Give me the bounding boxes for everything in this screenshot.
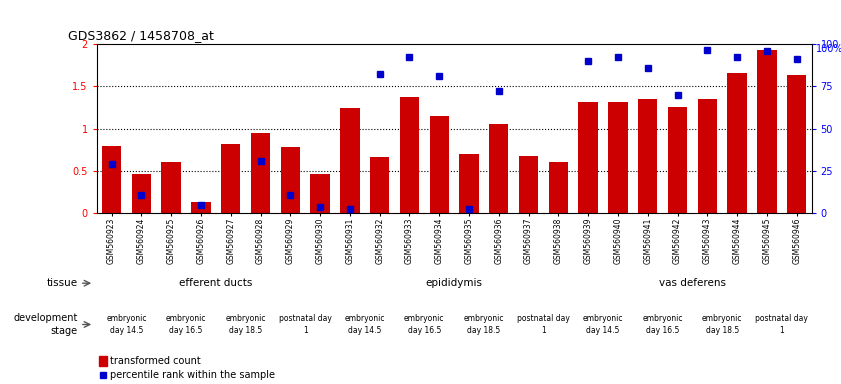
- Bar: [459, 154, 479, 213]
- Bar: [132, 174, 151, 213]
- Bar: [608, 102, 627, 213]
- Bar: [102, 146, 121, 213]
- Text: epididymis: epididymis: [426, 278, 483, 288]
- Text: GDS3862 / 1458708_at: GDS3862 / 1458708_at: [67, 28, 214, 41]
- Text: 100%: 100%: [816, 44, 841, 54]
- Bar: [698, 99, 717, 213]
- Text: transformed count: transformed count: [110, 356, 201, 366]
- Bar: [310, 174, 330, 213]
- Text: embryonic
day 16.5: embryonic day 16.5: [405, 314, 445, 334]
- Text: embryonic
day 16.5: embryonic day 16.5: [166, 314, 206, 334]
- Bar: [787, 74, 807, 213]
- Text: efferent ducts: efferent ducts: [179, 278, 252, 288]
- Text: embryonic
day 16.5: embryonic day 16.5: [643, 314, 683, 334]
- Bar: [579, 102, 598, 213]
- Bar: [548, 162, 568, 213]
- Bar: [221, 144, 241, 213]
- Bar: [519, 156, 538, 213]
- Bar: [727, 73, 747, 213]
- Text: vas deferens: vas deferens: [659, 278, 726, 288]
- Text: postnatal day
1: postnatal day 1: [517, 314, 570, 334]
- Text: embryonic
day 14.5: embryonic day 14.5: [583, 314, 623, 334]
- Bar: [638, 99, 658, 213]
- Bar: [341, 108, 360, 213]
- Text: postnatal day
1: postnatal day 1: [755, 314, 808, 334]
- Text: embryonic
day 14.5: embryonic day 14.5: [106, 314, 146, 334]
- Bar: [757, 50, 776, 213]
- Bar: [281, 147, 300, 213]
- Bar: [489, 124, 509, 213]
- Text: percentile rank within the sample: percentile rank within the sample: [110, 370, 275, 380]
- Text: tissue: tissue: [47, 278, 78, 288]
- Text: embryonic
day 18.5: embryonic day 18.5: [225, 314, 266, 334]
- Bar: [251, 133, 270, 213]
- Text: embryonic
day 14.5: embryonic day 14.5: [345, 314, 385, 334]
- Text: postnatal day
1: postnatal day 1: [278, 314, 331, 334]
- Bar: [98, 356, 107, 366]
- Text: embryonic
day 18.5: embryonic day 18.5: [463, 314, 504, 334]
- Bar: [191, 202, 210, 213]
- Bar: [161, 162, 181, 213]
- Text: embryonic
day 18.5: embryonic day 18.5: [702, 314, 743, 334]
- Bar: [399, 98, 419, 213]
- Text: development
stage: development stage: [13, 313, 78, 336]
- Bar: [430, 116, 449, 213]
- Bar: [370, 157, 389, 213]
- Bar: [668, 107, 687, 213]
